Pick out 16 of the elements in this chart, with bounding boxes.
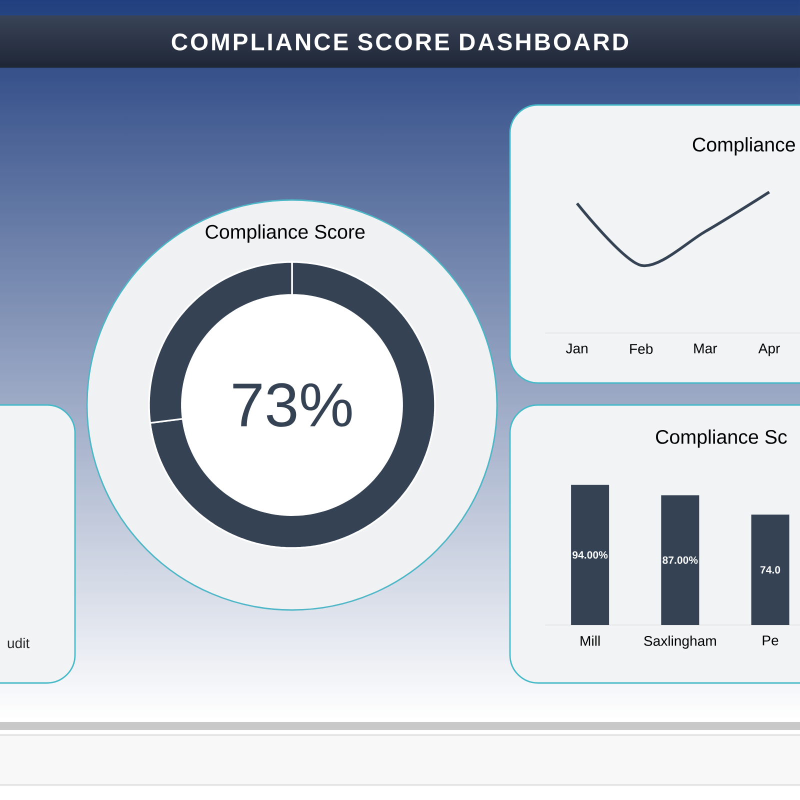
data-label: 74.0 [760,566,780,574]
x-tick-label: Apr [758,344,780,356]
x-tick-label: Jan [566,344,588,354]
x-tick-label: Mar [694,344,718,354]
chart-title: Compliance Score [206,224,365,243]
chart-title: Compliance [692,137,795,156]
data-label: 73% [233,383,352,427]
x-tick-label: Mill [580,636,600,646]
chart-title: Compliance Sc [656,429,787,448]
x-tick-label: Saxlingham [644,636,716,649]
text: COMPLIANCE SCORE DASHBOARD [172,34,628,50]
data-label: 87.00% [662,556,698,564]
x-tick-label: Pe [762,636,778,646]
text: udit [8,638,30,648]
x-tick-label: Feb [630,344,653,354]
data-label: 94.00% [572,551,608,559]
